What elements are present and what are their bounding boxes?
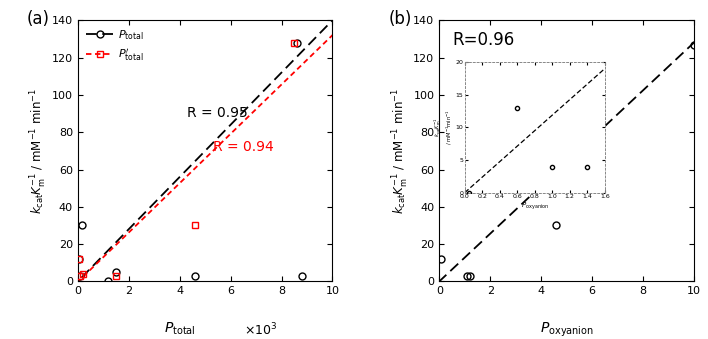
Text: $P_{\mathrm{total}}$: $P_{\mathrm{total}}$ bbox=[164, 320, 195, 337]
Text: R = 0.94: R = 0.94 bbox=[213, 140, 273, 154]
Text: (a): (a) bbox=[27, 10, 50, 28]
Text: R=0.96: R=0.96 bbox=[452, 31, 514, 49]
Legend: $P_{\mathrm{total}}$, $P^{\prime}_{\mathrm{total}}$: $P_{\mathrm{total}}$, $P^{\prime}_{\math… bbox=[81, 24, 148, 68]
Y-axis label: $k_{\mathrm{cat}}K_{\mathrm{m}}^{-1}$ / mM$^{-1}$ min$^{-1}$: $k_{\mathrm{cat}}K_{\mathrm{m}}^{-1}$ / … bbox=[29, 88, 49, 214]
Text: $P_{\mathrm{oxyanion}}$: $P_{\mathrm{oxyanion}}$ bbox=[539, 320, 593, 339]
Text: (b): (b) bbox=[389, 10, 412, 28]
Text: $\times10^{3}$: $\times10^{3}$ bbox=[244, 322, 278, 338]
Y-axis label: $k_{\mathrm{cat}}K_{\mathrm{m}}^{-1}$ / mM$^{-1}$ min$^{-1}$: $k_{\mathrm{cat}}K_{\mathrm{m}}^{-1}$ / … bbox=[390, 88, 411, 214]
Text: R = 0.95: R = 0.95 bbox=[188, 106, 248, 120]
